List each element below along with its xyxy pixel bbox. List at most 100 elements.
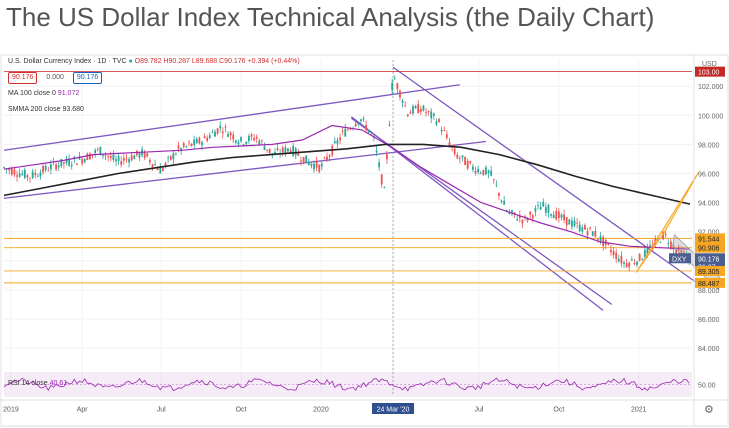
candle-body — [544, 207, 547, 213]
candle-body — [469, 161, 472, 164]
ma100-value: 91.072 — [57, 90, 80, 97]
y-tick-label: 94.000 — [698, 201, 720, 208]
candle-body — [599, 236, 602, 242]
candle-body — [633, 263, 636, 265]
candle-body — [182, 143, 185, 147]
candle-body — [662, 231, 664, 240]
candle-body — [120, 161, 123, 165]
sell-button[interactable]: 90.176 — [8, 72, 38, 84]
candle-body — [83, 159, 86, 163]
candle-body — [234, 140, 237, 143]
candle-body — [370, 131, 373, 133]
candle-body — [16, 175, 18, 177]
candle-body — [414, 105, 417, 109]
rsi-legend[interactable]: RSI 14 close 40.61 — [8, 380, 67, 387]
candle-body — [138, 152, 141, 158]
candle-body — [380, 174, 383, 185]
candle-body — [409, 112, 412, 114]
support-levels — [4, 60, 692, 394]
level-tag-89305-label: 89.305 — [698, 269, 720, 276]
currency-label: USD — [702, 61, 717, 68]
candle-body — [89, 153, 91, 160]
smma200-legend[interactable]: SMMA 200 close 93.680 — [8, 106, 84, 113]
candle-body — [125, 158, 128, 160]
dxy-tag-box — [669, 253, 691, 264]
candle-body — [479, 172, 482, 174]
candle-body — [227, 133, 229, 137]
candle-body — [396, 83, 399, 90]
candle-body — [683, 251, 685, 255]
gridlines — [4, 60, 692, 394]
price-tags: 103.0091.54490.90690.17636:27DXY89.30588… — [669, 66, 725, 288]
candle-body — [594, 230, 597, 237]
candle-body — [425, 111, 427, 113]
candle-body — [201, 142, 203, 146]
candle-body — [643, 249, 646, 257]
x-tick-label: Jul — [157, 407, 166, 414]
candle-body — [250, 134, 253, 137]
candle-body — [31, 171, 34, 178]
candle-body — [591, 231, 594, 236]
candle-body — [659, 242, 662, 243]
candle-body — [615, 252, 618, 260]
candle-body — [3, 167, 5, 168]
candle-body — [531, 215, 534, 219]
candle-body — [445, 134, 448, 138]
candle-body — [526, 218, 529, 221]
y-tick-label: 102.000 — [698, 84, 723, 91]
ma100-legend[interactable]: MA 100 close 0 91.072 — [8, 90, 79, 97]
time-axis[interactable]: 2019 Apr Jul Oct 2020 24 Mar '20 Jul Oct 2021 — [0, 399, 729, 414]
buy-button[interactable]: 90.176 — [72, 72, 103, 84]
candle-body — [229, 132, 232, 136]
candle-body — [461, 155, 464, 158]
x-tick-label: 2020 — [313, 407, 329, 414]
candle-body — [336, 140, 339, 144]
candle-body — [203, 136, 206, 139]
candle-body — [102, 154, 104, 156]
candle-body — [388, 124, 391, 126]
candle-body — [315, 161, 318, 168]
candle-body — [404, 105, 407, 106]
candle-body — [39, 172, 42, 177]
candle-body — [276, 148, 279, 151]
settings-gear-icon[interactable]: ⚙ — [704, 404, 714, 416]
candle-body — [274, 151, 276, 155]
candle-body — [240, 136, 242, 142]
ma100-line — [3, 124, 691, 250]
candle-body — [485, 167, 487, 175]
candle-body — [669, 241, 672, 249]
candle-body — [164, 162, 167, 166]
level-tag-89305-box — [695, 265, 725, 276]
candle-body — [99, 146, 102, 156]
chart-area[interactable]: 50.00 84.00086.00088.00090.00092.00094.0… — [0, 54, 729, 428]
candle-body — [664, 234, 667, 236]
candle-body — [326, 156, 328, 161]
chart-svg[interactable]: 50.00 84.00086.00088.00090.00092.00094.0… — [0, 54, 729, 428]
candle-body — [386, 154, 388, 160]
level-tag-91544-label: 91.544 — [698, 236, 720, 243]
candle-body — [417, 104, 420, 114]
candle-body — [18, 173, 21, 177]
candle-body — [518, 215, 521, 218]
candle-body — [529, 211, 532, 215]
candle-body — [224, 126, 227, 128]
candle-body — [130, 155, 133, 161]
candle-body — [81, 159, 84, 164]
candle-body — [646, 246, 649, 255]
x-tick-label: Oct — [236, 407, 247, 414]
candle-body — [8, 168, 11, 171]
candle-body — [232, 134, 235, 140]
candle-body — [255, 136, 258, 139]
candle-body — [55, 164, 58, 170]
candle-body — [607, 242, 610, 245]
candle-body — [555, 210, 558, 220]
candle-body — [198, 137, 201, 144]
candle-body — [94, 149, 97, 153]
candle-body — [625, 263, 628, 267]
candle-body — [490, 170, 493, 176]
candle-body — [443, 130, 446, 131]
candle-body — [128, 159, 130, 163]
candle-body — [636, 261, 638, 265]
candle-body — [172, 153, 175, 160]
candle-body — [453, 148, 456, 154]
